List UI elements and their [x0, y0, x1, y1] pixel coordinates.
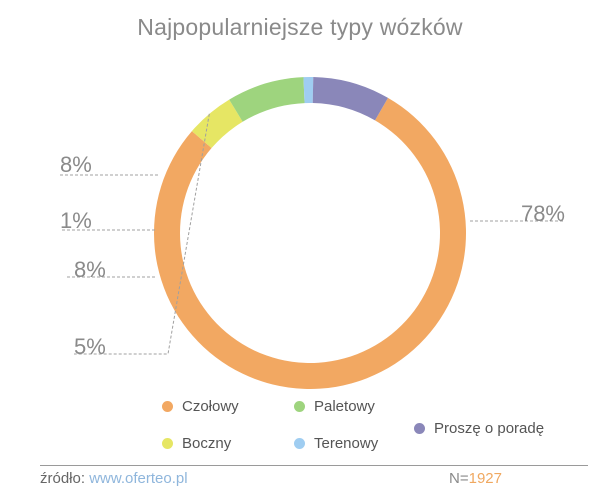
slice-czolowy [153, 97, 467, 390]
legend-item-paletowy: Paletowy [294, 398, 375, 415]
percent-labels: 78% 5% 8% 1% 8% [60, 152, 565, 359]
slice-terenowy [303, 77, 314, 104]
slice-prosze-o-porade [312, 77, 388, 121]
source-note: źródło: www.oferteo.pl [40, 470, 188, 487]
legend-swatch [294, 401, 305, 412]
legend-swatch [414, 423, 425, 434]
legend-item-terenowy: Terenowy [294, 435, 378, 452]
legend-label: Paletowy [314, 398, 375, 415]
legend-label: Boczny [182, 435, 232, 452]
percent-label-czolowy: 78% [521, 201, 565, 226]
percent-label-paletowy: 8% [74, 257, 106, 282]
slice-paletowy [229, 77, 305, 122]
source-link[interactable]: www.oferteo.pl [89, 470, 188, 487]
slice-boczny [191, 99, 243, 149]
sample-size: N=1927 [449, 470, 502, 487]
label-leader-lines [60, 113, 565, 355]
legend-label: Terenowy [314, 435, 379, 452]
legend-swatch [294, 438, 305, 449]
footer-divider [40, 465, 588, 466]
percent-label-terenowy: 1% [60, 208, 92, 233]
legend-swatch [162, 438, 173, 449]
sample-size-label: N= [449, 470, 469, 487]
legend-label: Proszę o poradę [434, 420, 545, 437]
legend-label: Czołowy [182, 398, 239, 415]
donut-slices [153, 77, 467, 390]
percent-label-prosze-o-porade: 8% [60, 152, 92, 177]
legend-swatch [162, 401, 173, 412]
legend-item-czolowy: Czołowy [162, 398, 239, 415]
chart-title: Najpopularniejsze typy wózków [137, 14, 463, 40]
sample-size-value: 1927 [468, 470, 502, 487]
legend-item-prosze-o-porade: Proszę o poradę [414, 420, 544, 437]
source-label: źródło: [40, 470, 86, 487]
leader-line-boczny [74, 113, 210, 355]
percent-label-boczny: 5% [74, 334, 106, 359]
legend-item-boczny: Boczny [162, 435, 231, 452]
